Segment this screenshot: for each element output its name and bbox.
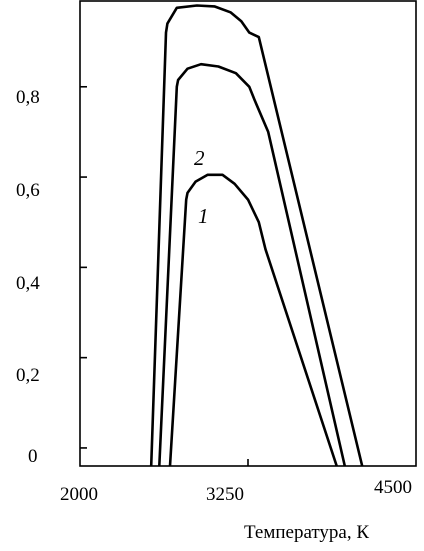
- y-tick-label-1: 0,2: [16, 365, 40, 386]
- series-line-2: [158, 62, 347, 467]
- curve-label-2: 2: [194, 146, 205, 170]
- series-line-curve-3: [149, 4, 364, 467]
- y-tick-label-2: 0,4: [16, 273, 40, 294]
- x-tick-label-2: 4500: [374, 477, 412, 498]
- x-axis-title: Температура, К: [244, 522, 369, 543]
- plot-frame: [79, 0, 417, 467]
- curves-group: [149, 4, 364, 467]
- y-tick-label-0: 0: [28, 446, 38, 467]
- ticks-group: [80, 85, 249, 466]
- x-tick-label-0: 2000: [60, 484, 98, 505]
- x-tick-label-1: 3250: [206, 484, 244, 505]
- y-tick-label-3: 0,6: [16, 180, 40, 201]
- y-tick-label-4: 0,8: [16, 87, 40, 108]
- curve-label-1: 1: [198, 204, 209, 228]
- series-line-1: [168, 173, 338, 467]
